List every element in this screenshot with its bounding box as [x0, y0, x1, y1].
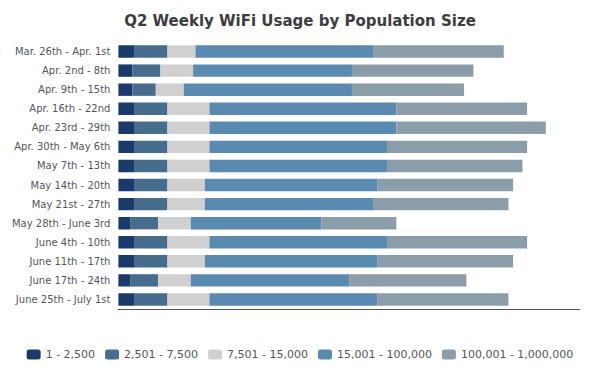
- svg-text:Apr. 9th - 15th: Apr. 9th - 15th: [38, 84, 110, 95]
- svg-text:Q2 Weekly WiFi Usage by Popula: Q2 Weekly WiFi Usage by Population Size: [124, 12, 476, 30]
- svg-text:Apr. 30th - May 6th: Apr. 30th - May 6th: [14, 141, 110, 152]
- svg-text:May 14th - 20th: May 14th - 20th: [31, 180, 111, 191]
- svg-text:2,501 - 7,500: 2,501 - 7,500: [124, 348, 198, 361]
- svg-text:May 7th - 13th: May 7th - 13th: [37, 160, 110, 171]
- svg-text:June 17th - 24th: June 17th - 24th: [29, 275, 111, 286]
- svg-text:June 11th - 17th: June 11th - 17th: [29, 256, 111, 267]
- svg-text:15,001 - 100,000: 15,001 - 100,000: [337, 348, 432, 361]
- svg-text:7,501 - 15,000: 7,501 - 15,000: [227, 348, 308, 361]
- svg-text:Apr. 23rd - 29th: Apr. 23rd - 29th: [32, 122, 111, 133]
- svg-text:Apr. 2nd - 8th: Apr. 2nd - 8th: [42, 65, 110, 76]
- svg-text:100,001 - 1,000,000: 100,001 - 1,000,000: [461, 348, 573, 361]
- svg-text:1 - 2,500: 1 - 2,500: [46, 348, 95, 361]
- svg-text:May 28th - June 3rd: May 28th - June 3rd: [12, 218, 110, 229]
- svg-text:June 25th - July 1st: June 25th - July 1st: [15, 294, 111, 305]
- svg-text:June 4th - 10th: June 4th - 10th: [35, 237, 111, 248]
- svg-text:May 21st - 27th: May 21st - 27th: [32, 199, 111, 210]
- svg-text:Mar. 26th - Apr. 1st: Mar. 26th - Apr. 1st: [15, 46, 111, 57]
- svg-text:Apr. 16th - 22nd: Apr. 16th - 22nd: [29, 103, 110, 114]
